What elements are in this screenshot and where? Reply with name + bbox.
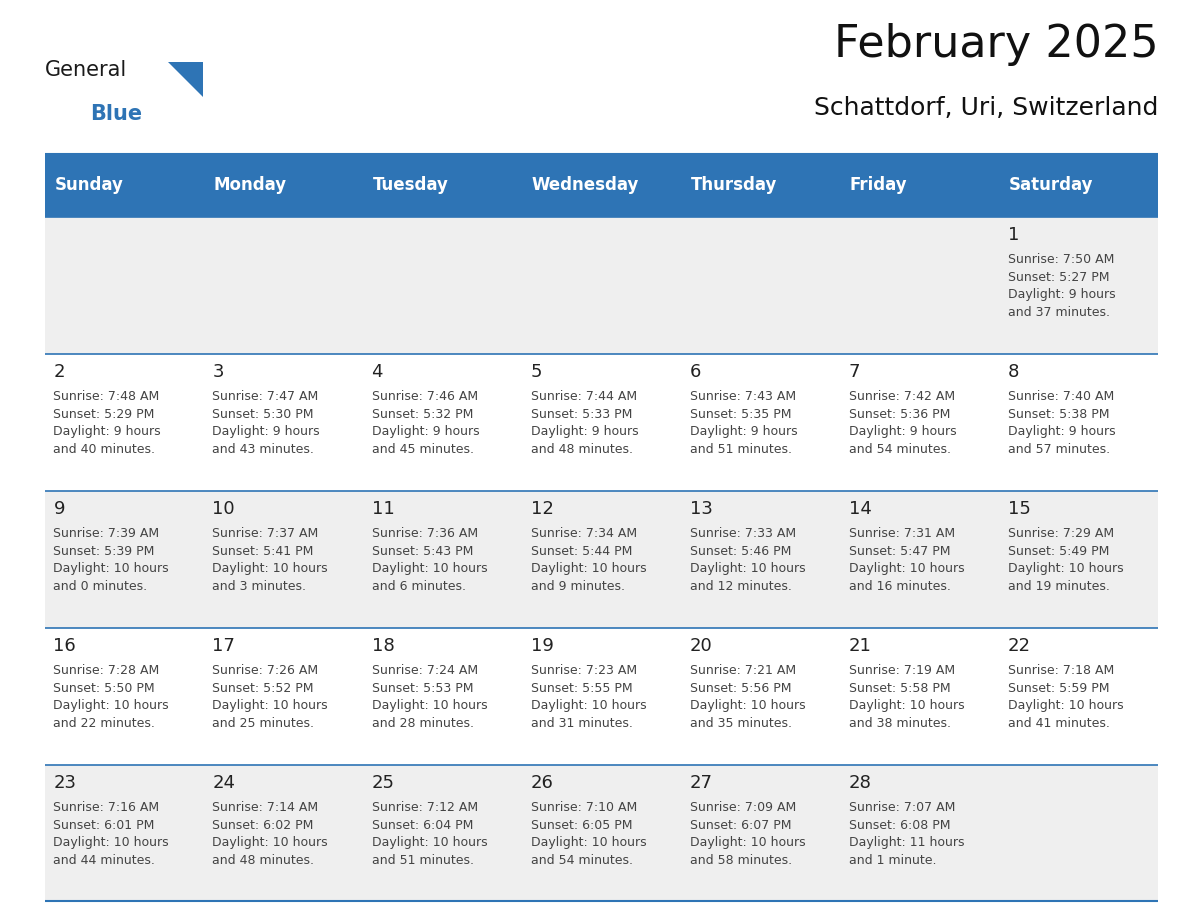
Text: 19: 19 bbox=[531, 637, 554, 655]
Text: Blue: Blue bbox=[90, 104, 143, 124]
Text: Sunrise: 7:47 AM
Sunset: 5:30 PM
Daylight: 9 hours
and 43 minutes.: Sunrise: 7:47 AM Sunset: 5:30 PM Dayligh… bbox=[213, 390, 320, 456]
Text: Sunrise: 7:28 AM
Sunset: 5:50 PM
Daylight: 10 hours
and 22 minutes.: Sunrise: 7:28 AM Sunset: 5:50 PM Dayligh… bbox=[53, 665, 169, 730]
Text: Thursday: Thursday bbox=[690, 176, 777, 195]
Text: 15: 15 bbox=[1007, 499, 1030, 518]
Text: 14: 14 bbox=[848, 499, 872, 518]
Text: 17: 17 bbox=[213, 637, 235, 655]
Bar bbox=[45, 353, 1158, 490]
Text: 12: 12 bbox=[531, 499, 554, 518]
Text: Sunrise: 7:33 AM
Sunset: 5:46 PM
Daylight: 10 hours
and 12 minutes.: Sunrise: 7:33 AM Sunset: 5:46 PM Dayligh… bbox=[689, 527, 805, 593]
Text: 10: 10 bbox=[213, 499, 235, 518]
Text: Sunrise: 7:09 AM
Sunset: 6:07 PM
Daylight: 10 hours
and 58 minutes.: Sunrise: 7:09 AM Sunset: 6:07 PM Dayligh… bbox=[689, 801, 805, 867]
Bar bbox=[45, 490, 1158, 628]
Bar bbox=[45, 217, 1158, 353]
Text: Sunrise: 7:29 AM
Sunset: 5:49 PM
Daylight: 10 hours
and 19 minutes.: Sunrise: 7:29 AM Sunset: 5:49 PM Dayligh… bbox=[1007, 527, 1123, 593]
Text: Sunrise: 7:16 AM
Sunset: 6:01 PM
Daylight: 10 hours
and 44 minutes.: Sunrise: 7:16 AM Sunset: 6:01 PM Dayligh… bbox=[53, 801, 169, 867]
Text: Sunrise: 7:23 AM
Sunset: 5:55 PM
Daylight: 10 hours
and 31 minutes.: Sunrise: 7:23 AM Sunset: 5:55 PM Dayligh… bbox=[531, 665, 646, 730]
Text: 1: 1 bbox=[1007, 226, 1019, 244]
Text: Sunday: Sunday bbox=[55, 176, 124, 195]
Text: Sunrise: 7:12 AM
Sunset: 6:04 PM
Daylight: 10 hours
and 51 minutes.: Sunrise: 7:12 AM Sunset: 6:04 PM Dayligh… bbox=[372, 801, 487, 867]
Polygon shape bbox=[168, 62, 203, 97]
Text: 20: 20 bbox=[689, 637, 713, 655]
Text: 8: 8 bbox=[1007, 363, 1019, 381]
Text: Sunrise: 7:36 AM
Sunset: 5:43 PM
Daylight: 10 hours
and 6 minutes.: Sunrise: 7:36 AM Sunset: 5:43 PM Dayligh… bbox=[372, 527, 487, 593]
Text: 5: 5 bbox=[531, 363, 542, 381]
Text: 16: 16 bbox=[53, 637, 76, 655]
Text: Sunrise: 7:14 AM
Sunset: 6:02 PM
Daylight: 10 hours
and 48 minutes.: Sunrise: 7:14 AM Sunset: 6:02 PM Dayligh… bbox=[213, 801, 328, 867]
Text: 3: 3 bbox=[213, 363, 225, 381]
Text: Sunrise: 7:26 AM
Sunset: 5:52 PM
Daylight: 10 hours
and 25 minutes.: Sunrise: 7:26 AM Sunset: 5:52 PM Dayligh… bbox=[213, 665, 328, 730]
Text: 21: 21 bbox=[848, 637, 872, 655]
Text: General: General bbox=[45, 60, 127, 80]
Text: Sunrise: 7:07 AM
Sunset: 6:08 PM
Daylight: 11 hours
and 1 minute.: Sunrise: 7:07 AM Sunset: 6:08 PM Dayligh… bbox=[848, 801, 965, 867]
Text: Monday: Monday bbox=[214, 176, 286, 195]
Text: Sunrise: 7:31 AM
Sunset: 5:47 PM
Daylight: 10 hours
and 16 minutes.: Sunrise: 7:31 AM Sunset: 5:47 PM Dayligh… bbox=[848, 527, 965, 593]
Text: Sunrise: 7:40 AM
Sunset: 5:38 PM
Daylight: 9 hours
and 57 minutes.: Sunrise: 7:40 AM Sunset: 5:38 PM Dayligh… bbox=[1007, 390, 1116, 456]
Bar bbox=[45, 765, 1158, 901]
Text: Sunrise: 7:34 AM
Sunset: 5:44 PM
Daylight: 10 hours
and 9 minutes.: Sunrise: 7:34 AM Sunset: 5:44 PM Dayligh… bbox=[531, 527, 646, 593]
Text: Sunrise: 7:44 AM
Sunset: 5:33 PM
Daylight: 9 hours
and 48 minutes.: Sunrise: 7:44 AM Sunset: 5:33 PM Dayligh… bbox=[531, 390, 638, 456]
Text: 7: 7 bbox=[848, 363, 860, 381]
Text: 28: 28 bbox=[848, 774, 872, 791]
Text: 26: 26 bbox=[531, 774, 554, 791]
Text: Sunrise: 7:21 AM
Sunset: 5:56 PM
Daylight: 10 hours
and 35 minutes.: Sunrise: 7:21 AM Sunset: 5:56 PM Dayligh… bbox=[689, 665, 805, 730]
Text: 13: 13 bbox=[689, 499, 713, 518]
Bar bbox=[45, 628, 1158, 765]
Text: Sunrise: 7:39 AM
Sunset: 5:39 PM
Daylight: 10 hours
and 0 minutes.: Sunrise: 7:39 AM Sunset: 5:39 PM Dayligh… bbox=[53, 527, 169, 593]
Text: Sunrise: 7:18 AM
Sunset: 5:59 PM
Daylight: 10 hours
and 41 minutes.: Sunrise: 7:18 AM Sunset: 5:59 PM Dayligh… bbox=[1007, 665, 1123, 730]
Text: Sunrise: 7:46 AM
Sunset: 5:32 PM
Daylight: 9 hours
and 45 minutes.: Sunrise: 7:46 AM Sunset: 5:32 PM Dayligh… bbox=[372, 390, 479, 456]
Text: Sunrise: 7:50 AM
Sunset: 5:27 PM
Daylight: 9 hours
and 37 minutes.: Sunrise: 7:50 AM Sunset: 5:27 PM Dayligh… bbox=[1007, 253, 1116, 319]
Text: 22: 22 bbox=[1007, 637, 1031, 655]
Text: Schattdorf, Uri, Switzerland: Schattdorf, Uri, Switzerland bbox=[814, 96, 1158, 120]
Text: Friday: Friday bbox=[849, 176, 908, 195]
Text: Sunrise: 7:48 AM
Sunset: 5:29 PM
Daylight: 9 hours
and 40 minutes.: Sunrise: 7:48 AM Sunset: 5:29 PM Dayligh… bbox=[53, 390, 162, 456]
Text: Tuesday: Tuesday bbox=[373, 176, 449, 195]
Text: Sunrise: 7:43 AM
Sunset: 5:35 PM
Daylight: 9 hours
and 51 minutes.: Sunrise: 7:43 AM Sunset: 5:35 PM Dayligh… bbox=[689, 390, 797, 456]
Text: Sunrise: 7:42 AM
Sunset: 5:36 PM
Daylight: 9 hours
and 54 minutes.: Sunrise: 7:42 AM Sunset: 5:36 PM Dayligh… bbox=[848, 390, 956, 456]
Text: 24: 24 bbox=[213, 774, 235, 791]
Text: Sunrise: 7:37 AM
Sunset: 5:41 PM
Daylight: 10 hours
and 3 minutes.: Sunrise: 7:37 AM Sunset: 5:41 PM Dayligh… bbox=[213, 527, 328, 593]
Text: 18: 18 bbox=[372, 637, 394, 655]
Text: 11: 11 bbox=[372, 499, 394, 518]
Bar bbox=[45, 154, 1158, 217]
Text: 23: 23 bbox=[53, 774, 76, 791]
Text: Wednesday: Wednesday bbox=[532, 176, 639, 195]
Text: 2: 2 bbox=[53, 363, 65, 381]
Text: February 2025: February 2025 bbox=[834, 23, 1158, 66]
Text: 27: 27 bbox=[689, 774, 713, 791]
Text: 25: 25 bbox=[372, 774, 394, 791]
Text: Sunrise: 7:19 AM
Sunset: 5:58 PM
Daylight: 10 hours
and 38 minutes.: Sunrise: 7:19 AM Sunset: 5:58 PM Dayligh… bbox=[848, 665, 965, 730]
Text: 6: 6 bbox=[689, 363, 701, 381]
Text: 9: 9 bbox=[53, 499, 65, 518]
Text: Sunrise: 7:10 AM
Sunset: 6:05 PM
Daylight: 10 hours
and 54 minutes.: Sunrise: 7:10 AM Sunset: 6:05 PM Dayligh… bbox=[531, 801, 646, 867]
Text: Saturday: Saturday bbox=[1009, 176, 1093, 195]
Text: Sunrise: 7:24 AM
Sunset: 5:53 PM
Daylight: 10 hours
and 28 minutes.: Sunrise: 7:24 AM Sunset: 5:53 PM Dayligh… bbox=[372, 665, 487, 730]
Text: 4: 4 bbox=[372, 363, 383, 381]
